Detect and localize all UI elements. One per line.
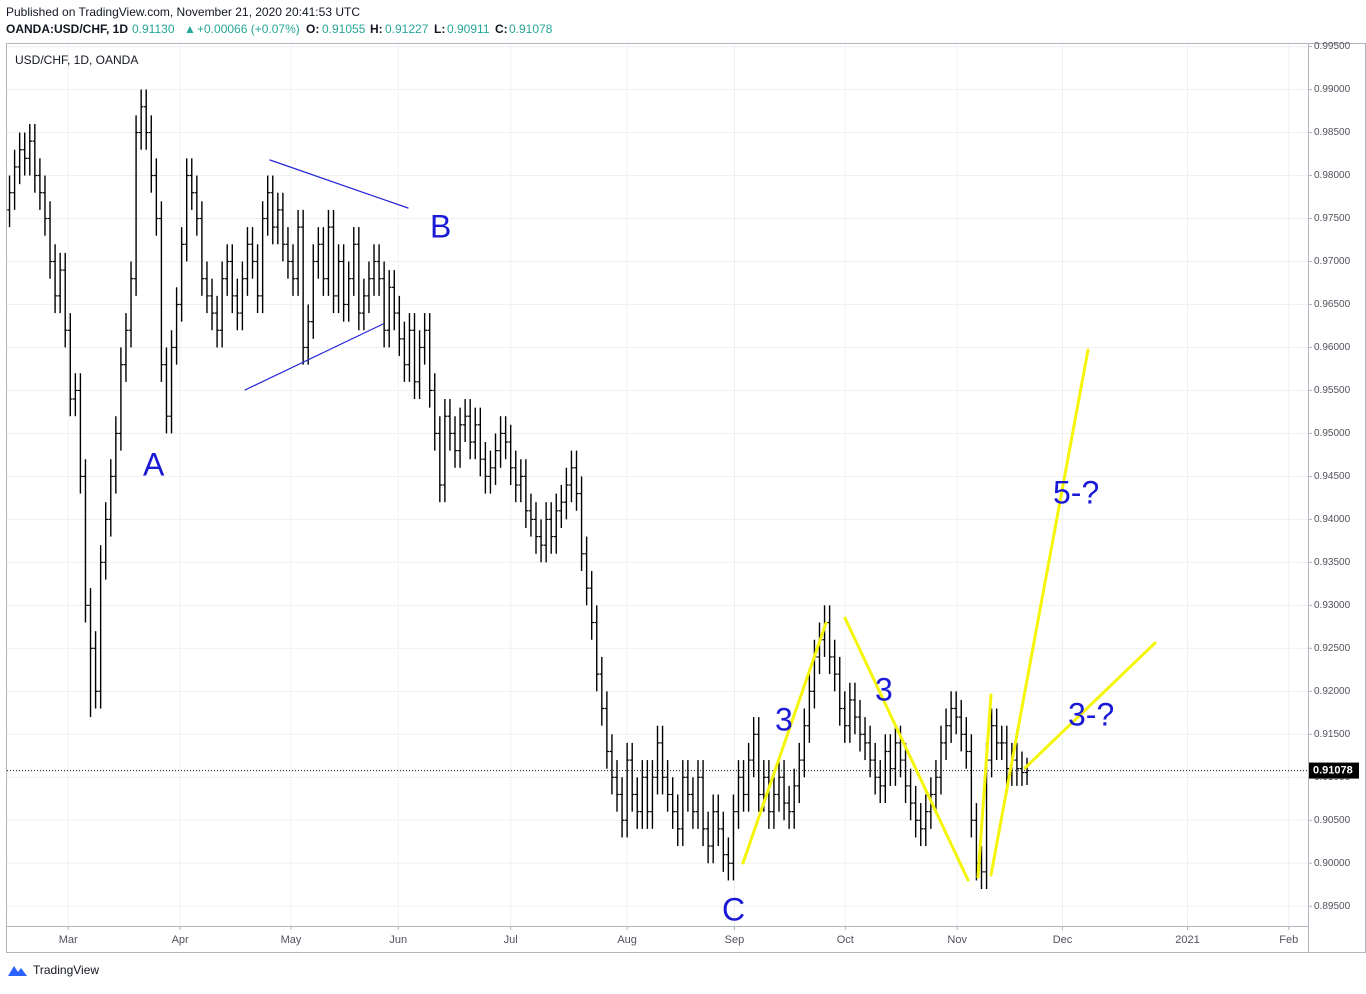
o-value: 0.91055 <box>322 22 366 36</box>
y-tick-label: 0.99500 <box>1314 41 1351 52</box>
published: Published on TradingView.com, November 2… <box>6 5 360 19</box>
o-label: O: <box>306 22 319 36</box>
footer-brand: TradingView <box>33 963 99 977</box>
axes: 0.895000.900000.905000.910000.915000.920… <box>59 41 1359 946</box>
x-tick-label: Aug <box>617 934 637 946</box>
annotations: A B C 3 3 5-? 3-? <box>143 208 1114 927</box>
drawings <box>244 159 1157 882</box>
arrow: ▲ <box>184 22 196 36</box>
y-tick-label: 0.91500 <box>1314 729 1351 740</box>
change: +0.00066 (+0.07%) <box>197 22 300 36</box>
y-tick-label: 0.98000 <box>1314 170 1351 181</box>
y-tick-label: 0.89500 <box>1314 901 1351 912</box>
logo <box>8 966 27 976</box>
x-tick-label: Sep <box>725 934 745 946</box>
x-tick-label: Dec <box>1053 934 1073 946</box>
chart-title: USD/CHF, 1D, OANDA <box>15 53 138 67</box>
x-tick-label: Oct <box>837 934 854 946</box>
h-label: H: <box>370 22 383 36</box>
x-tick-label: Mar <box>59 934 78 946</box>
y-tick-label: 0.94000 <box>1314 514 1351 525</box>
price: 0.91130 <box>132 22 175 36</box>
bars <box>7 89 1308 890</box>
annotation: 3 <box>875 671 893 707</box>
l-value: 0.90911 <box>447 22 490 36</box>
x-tick-label: 2021 <box>1175 934 1199 946</box>
y-tick-label: 0.90000 <box>1314 858 1351 869</box>
wave-line <box>843 616 970 882</box>
y-tick-label: 0.96500 <box>1314 299 1351 310</box>
symbol: OANDA:USD/CHF, 1D <box>6 22 128 36</box>
trendline <box>244 323 384 391</box>
annotation: A <box>143 446 165 482</box>
last-price-label: 0.91078 <box>1313 764 1353 776</box>
x-tick-label: May <box>281 934 302 946</box>
x-tick-label: Feb <box>1279 934 1298 946</box>
x-tick-label: Apr <box>172 934 189 946</box>
h-value: 0.91227 <box>385 22 429 36</box>
trendline <box>269 159 409 209</box>
wave-line <box>989 348 1090 877</box>
wave-line <box>741 621 828 865</box>
y-tick-label: 0.95500 <box>1314 385 1351 396</box>
annotation: C <box>722 891 745 927</box>
y-tick-label: 0.97000 <box>1314 256 1351 267</box>
footer: TradingView <box>8 963 99 977</box>
y-tick-label: 0.96000 <box>1314 342 1351 353</box>
y-tick-label: 0.93000 <box>1314 600 1351 611</box>
y-tick-label: 0.94500 <box>1314 471 1351 482</box>
y-tick-label: 0.90500 <box>1314 815 1351 826</box>
x-tick-label: Jul <box>504 934 518 946</box>
l-label: L: <box>434 22 445 36</box>
wave-line <box>1023 641 1157 770</box>
wave-line <box>976 693 993 879</box>
c-value: 0.91078 <box>509 22 553 36</box>
annotation: B <box>430 208 451 244</box>
y-tick-label: 0.99000 <box>1314 84 1351 95</box>
annotation: 3 <box>775 701 793 737</box>
y-tick-label: 0.95000 <box>1314 428 1351 439</box>
y-tick-label: 0.92500 <box>1314 643 1351 654</box>
grid <box>7 44 1308 926</box>
annotation: 5-? <box>1053 474 1099 510</box>
y-tick-label: 0.93500 <box>1314 557 1351 568</box>
annotation: 3-? <box>1068 696 1114 732</box>
y-tick-label: 0.92000 <box>1314 686 1351 697</box>
symbol-row: OANDA:USD/CHF, 1D 0.91130 ▲ +0.00066 (+0… <box>6 22 553 36</box>
c-label: C: <box>495 22 508 36</box>
frame <box>6 43 1366 953</box>
y-tick-label: 0.98500 <box>1314 127 1351 138</box>
last-price-box <box>1309 762 1359 779</box>
x-tick-label: Jun <box>389 934 407 946</box>
y-tick-label: 0.97500 <box>1314 213 1351 224</box>
x-tick-label: Nov <box>947 934 967 946</box>
